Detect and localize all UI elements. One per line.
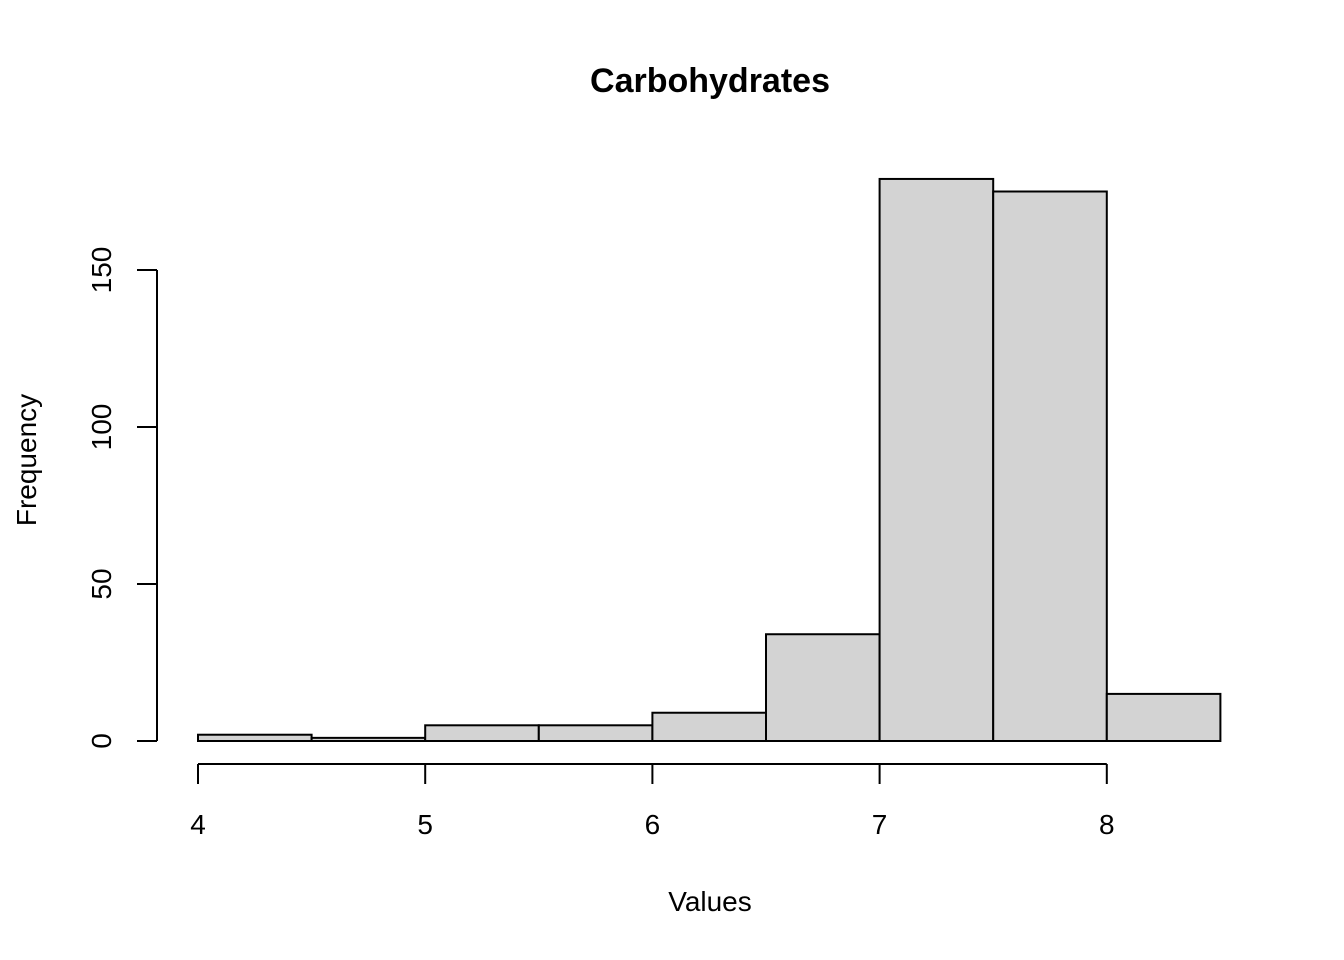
histogram-bar-4 (537, 724, 654, 742)
histogram-bar-3 (424, 724, 540, 742)
histogram-bar-6 (765, 633, 881, 742)
x-tick-label: 7 (872, 809, 888, 840)
histogram-bar-1 (197, 733, 313, 742)
y-tick-label: 50 (86, 568, 117, 599)
bars-layer (197, 177, 1222, 743)
histogram-bar-9 (1105, 692, 1222, 743)
y-axis-label: Frequency (11, 394, 42, 526)
histogram-bar-5 (651, 711, 768, 742)
x-axis-label: Values (668, 886, 752, 917)
y-tick-label: 150 (86, 247, 117, 294)
x-tick-label: 4 (190, 809, 206, 840)
x-tick-label: 8 (1099, 809, 1115, 840)
y-tick-label: 0 (86, 733, 117, 749)
x-tick-label: 6 (645, 809, 661, 840)
y-axis: 0 50 100 150 (86, 247, 158, 749)
x-axis: 4 5 6 7 8 (190, 763, 1115, 840)
y-tick-label: 100 (86, 404, 117, 451)
x-tick-label: 5 (417, 809, 433, 840)
histogram-bar-2 (310, 736, 427, 742)
histogram-bar-7 (878, 177, 995, 742)
chart-title: Carbohydrates (590, 62, 830, 100)
histogram-bar-8 (992, 190, 1108, 742)
